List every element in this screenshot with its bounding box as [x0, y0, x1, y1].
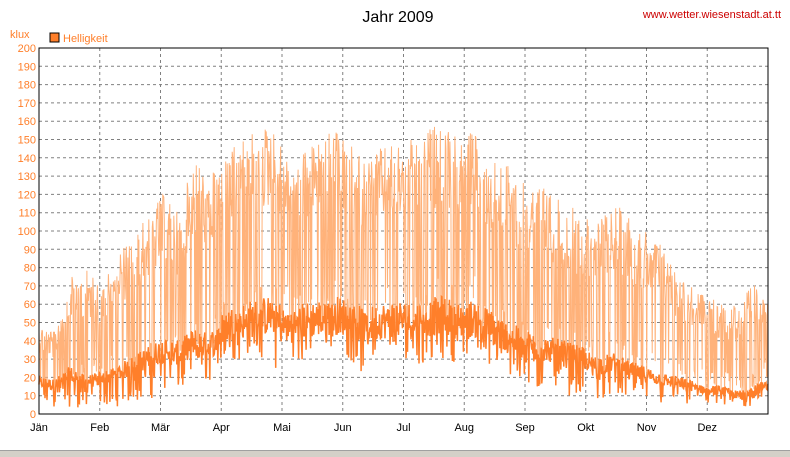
x-tick-label: Mär [151, 422, 170, 434]
y-tick-label: 140 [18, 153, 36, 165]
y-tick-label: 0 [30, 409, 36, 421]
y-tick-label: 200 [18, 43, 36, 55]
x-tick-label: Dez [697, 422, 717, 434]
series-line-daily [38, 294, 769, 408]
x-tick-label: Mai [273, 422, 291, 434]
plot-frame [38, 47, 769, 415]
x-tick-label: Jul [396, 422, 410, 434]
y-tick-label: 80 [24, 263, 36, 275]
y-tick-label: 160 [18, 116, 36, 128]
y-tick-label: 110 [18, 208, 36, 220]
series-helligkeit [38, 126, 769, 408]
y-tick-label: 40 [24, 336, 36, 348]
status-bar [0, 450, 790, 457]
y-tick-label: 170 [18, 98, 36, 110]
x-tick-label: Okt [577, 422, 594, 434]
y-tick-label: 30 [24, 354, 36, 366]
chart-title: Jahr 2009 [362, 9, 433, 26]
y-tick-label: 60 [24, 299, 36, 311]
x-tick-label: Jän [30, 422, 48, 434]
legend: Helligkeit [49, 32, 108, 45]
y-tick-label: 190 [18, 61, 36, 73]
x-tick-label: Jun [334, 422, 352, 434]
y-tick-label: 10 [24, 391, 36, 403]
x-tick-label: Aug [454, 422, 474, 434]
y-tick-label: 70 [24, 281, 36, 293]
x-tick-label: Sep [515, 422, 535, 434]
y-axis-unit: klux [10, 29, 30, 41]
series-line-max [38, 126, 769, 408]
x-tick-label: Nov [637, 422, 657, 434]
y-axis: 0 10 20 30 40 50 60 70 80 90 100 110 120 130 140 150 160… [18, 43, 36, 421]
x-tick-label: Apr [213, 422, 230, 434]
y-tick-label: 20 [24, 372, 36, 384]
y-tick-label: 120 [18, 189, 36, 201]
y-tick-label: 50 [24, 318, 36, 330]
source-link[interactable]: www.wetter.wiesenstadt.at.tt [642, 9, 781, 21]
x-axis: Jän Feb Mär Apr Mai Jun Jul Aug Sep Okt Nov Dez [30, 422, 717, 434]
x-tick-label: Feb [90, 422, 109, 434]
y-tick-label: 100 [18, 226, 36, 238]
y-tick-label: 130 [18, 171, 36, 183]
y-tick-label: 150 [18, 135, 36, 147]
y-tick-label: 90 [24, 244, 36, 256]
y-tick-label: 180 [18, 80, 36, 92]
legend-label: Helligkeit [63, 33, 108, 45]
legend-swatch [49, 32, 60, 43]
